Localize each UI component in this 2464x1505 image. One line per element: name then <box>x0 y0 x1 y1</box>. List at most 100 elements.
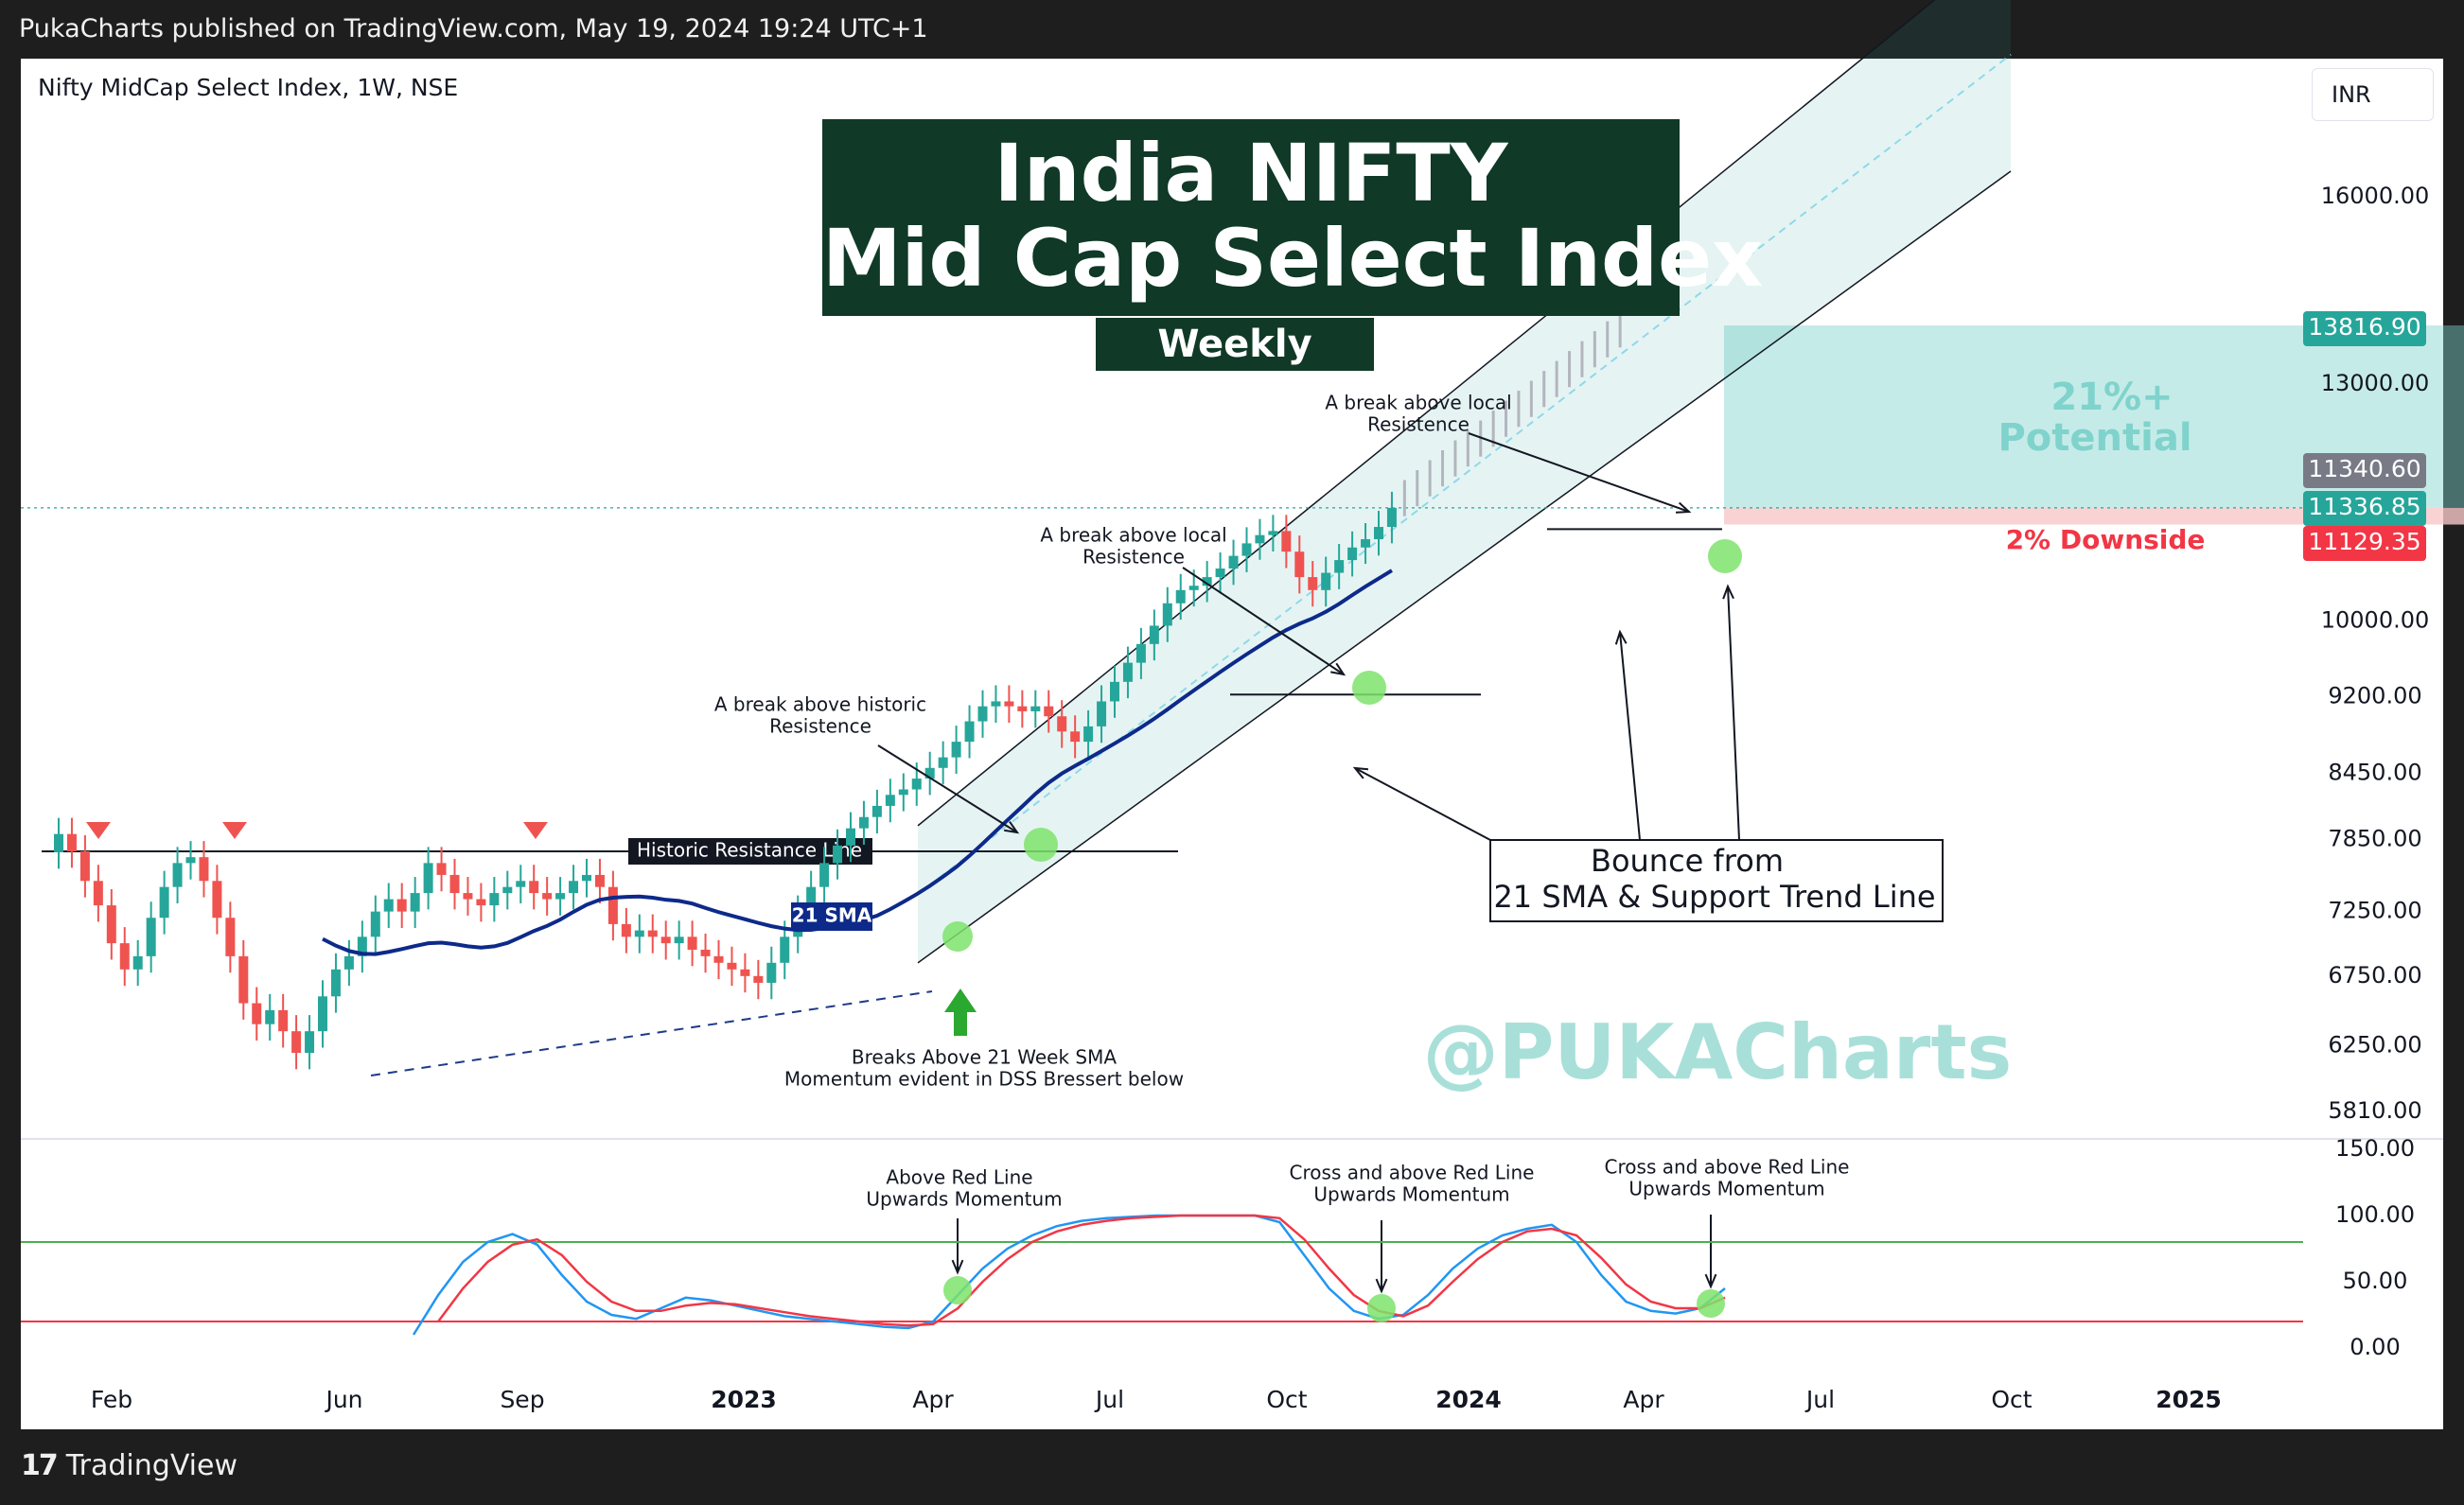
candle-body <box>766 962 777 983</box>
candle-body <box>1374 527 1383 540</box>
symbol-title: Nifty MidCap Select Index, 1W, NSE <box>38 74 459 101</box>
dss-axis-tick: 100.00 <box>2335 1201 2415 1228</box>
dss-cross-marker <box>1697 1289 1725 1318</box>
arrow-dss-1-head <box>951 1259 964 1275</box>
candle-body <box>1188 586 1199 590</box>
candle-body <box>687 936 697 950</box>
arrow-break-local-mid <box>1182 567 1345 675</box>
candle-body <box>871 805 882 817</box>
candle-body <box>1175 589 1186 604</box>
candle-body <box>1281 531 1292 552</box>
arrow-break-local-mid-head <box>1330 662 1346 676</box>
arrow-dss-3-head <box>1704 1273 1717 1289</box>
downside-zone <box>1724 507 2464 525</box>
price-axis-tick: 10000.00 <box>2321 607 2430 634</box>
candle-body <box>436 863 447 875</box>
breakout-marker <box>1708 539 1742 573</box>
note-dss-2a: Cross and above Red Line <box>1290 1162 1535 1184</box>
candle-body <box>858 816 869 829</box>
dss-axis-tick: 0.00 <box>2350 1334 2400 1360</box>
resistance-marker-icon <box>523 822 548 839</box>
title-line-1: India NIFTY <box>994 127 1508 219</box>
time-axis-tick: Apr <box>912 1386 954 1413</box>
candle-body <box>1083 726 1094 743</box>
price-axis-tick: 7250.00 <box>2328 898 2421 924</box>
candle-body <box>238 955 249 1004</box>
candle-body <box>357 936 367 956</box>
candle-body <box>330 969 341 997</box>
candle-body <box>423 863 433 894</box>
candle-body <box>199 857 209 882</box>
sma-label: 21 SMA <box>792 904 872 927</box>
candle-body <box>54 833 63 852</box>
candle-body <box>1241 543 1252 556</box>
candle-body <box>410 893 420 912</box>
dss-blue-line <box>412 1214 1726 1336</box>
support-trend-line <box>370 990 933 1076</box>
time-axis-tick: Oct <box>1991 1386 2032 1413</box>
candle-body <box>885 795 895 806</box>
note-break-local-mid-2: Resistence <box>1082 546 1185 569</box>
breakout-marker <box>1024 828 1058 862</box>
candle-body <box>93 881 103 906</box>
time-axis-tick: 2025 <box>2156 1386 2222 1413</box>
breakout-marker <box>1352 671 1386 705</box>
candle-body <box>964 721 975 743</box>
time-axis-tick: Jul <box>1804 1386 1835 1413</box>
candle-body <box>713 955 724 963</box>
candle-body <box>1308 577 1318 590</box>
resistance-marker-icon <box>222 822 247 839</box>
note-break-local-top-1: A break above local <box>1325 392 1511 414</box>
candle-body <box>674 936 684 944</box>
candle-body <box>212 881 222 919</box>
candle-body <box>753 975 764 983</box>
candle-body <box>647 930 658 937</box>
note-dss-1a: Above Red Line <box>886 1166 1032 1189</box>
arrow-bounce-now <box>1727 586 1740 841</box>
candle-body <box>569 881 579 894</box>
candle-body <box>1097 701 1107 726</box>
dss-axis-tick: 150.00 <box>2335 1135 2415 1162</box>
note-dss-1b: Upwards Momentum <box>866 1188 1062 1211</box>
price-axis-tick: 8450.00 <box>2328 759 2421 785</box>
candle-body <box>1294 551 1305 578</box>
dss-cross-marker <box>1367 1294 1396 1322</box>
arrow-bounce-now-head <box>1722 584 1734 600</box>
historic-resistance-label-bg <box>628 837 872 865</box>
arrow-bounce-low <box>1619 631 1641 841</box>
currency-selector[interactable]: INR <box>2312 68 2434 121</box>
channel-upper-line <box>917 0 1936 827</box>
candle-body <box>529 881 539 894</box>
candle-body <box>938 757 948 768</box>
candle-body <box>819 863 830 887</box>
time-axis-tick: Apr <box>1623 1386 1664 1413</box>
sma-label-bg <box>791 902 872 931</box>
candle-body <box>806 886 817 912</box>
candle-body <box>252 1003 262 1024</box>
price-axis-tick: 9200.00 <box>2328 682 2421 709</box>
note-breaks-sma-1: Breaks Above 21 Week SMA <box>852 1046 1117 1069</box>
candle-body <box>1268 531 1278 535</box>
candle-body <box>1334 560 1345 573</box>
candle-body <box>370 911 380 937</box>
candle-body <box>1162 603 1172 626</box>
candle-body <box>740 969 750 976</box>
breakout-marker <box>942 921 973 952</box>
candle-body <box>265 1009 275 1024</box>
arrow-bounce-sma <box>1354 767 1491 841</box>
title-line-2: Mid Cap Select Index <box>822 212 1764 305</box>
arrow-dss-2-head <box>1375 1278 1388 1294</box>
tradingview-logo[interactable]: 17 TradingView <box>21 1449 238 1482</box>
candle-body <box>119 943 130 970</box>
tradingview-brand: TradingView <box>65 1449 238 1482</box>
candle-body <box>1004 701 1014 707</box>
price-badge-bg <box>2303 491 2426 526</box>
candle-body <box>780 936 790 963</box>
candle-body <box>634 930 644 937</box>
candle-body <box>1321 572 1331 590</box>
candle-body <box>924 767 935 779</box>
candle-body <box>172 863 183 887</box>
candle-body <box>542 893 553 900</box>
note-dss-3b: Upwards Momentum <box>1628 1178 1824 1200</box>
